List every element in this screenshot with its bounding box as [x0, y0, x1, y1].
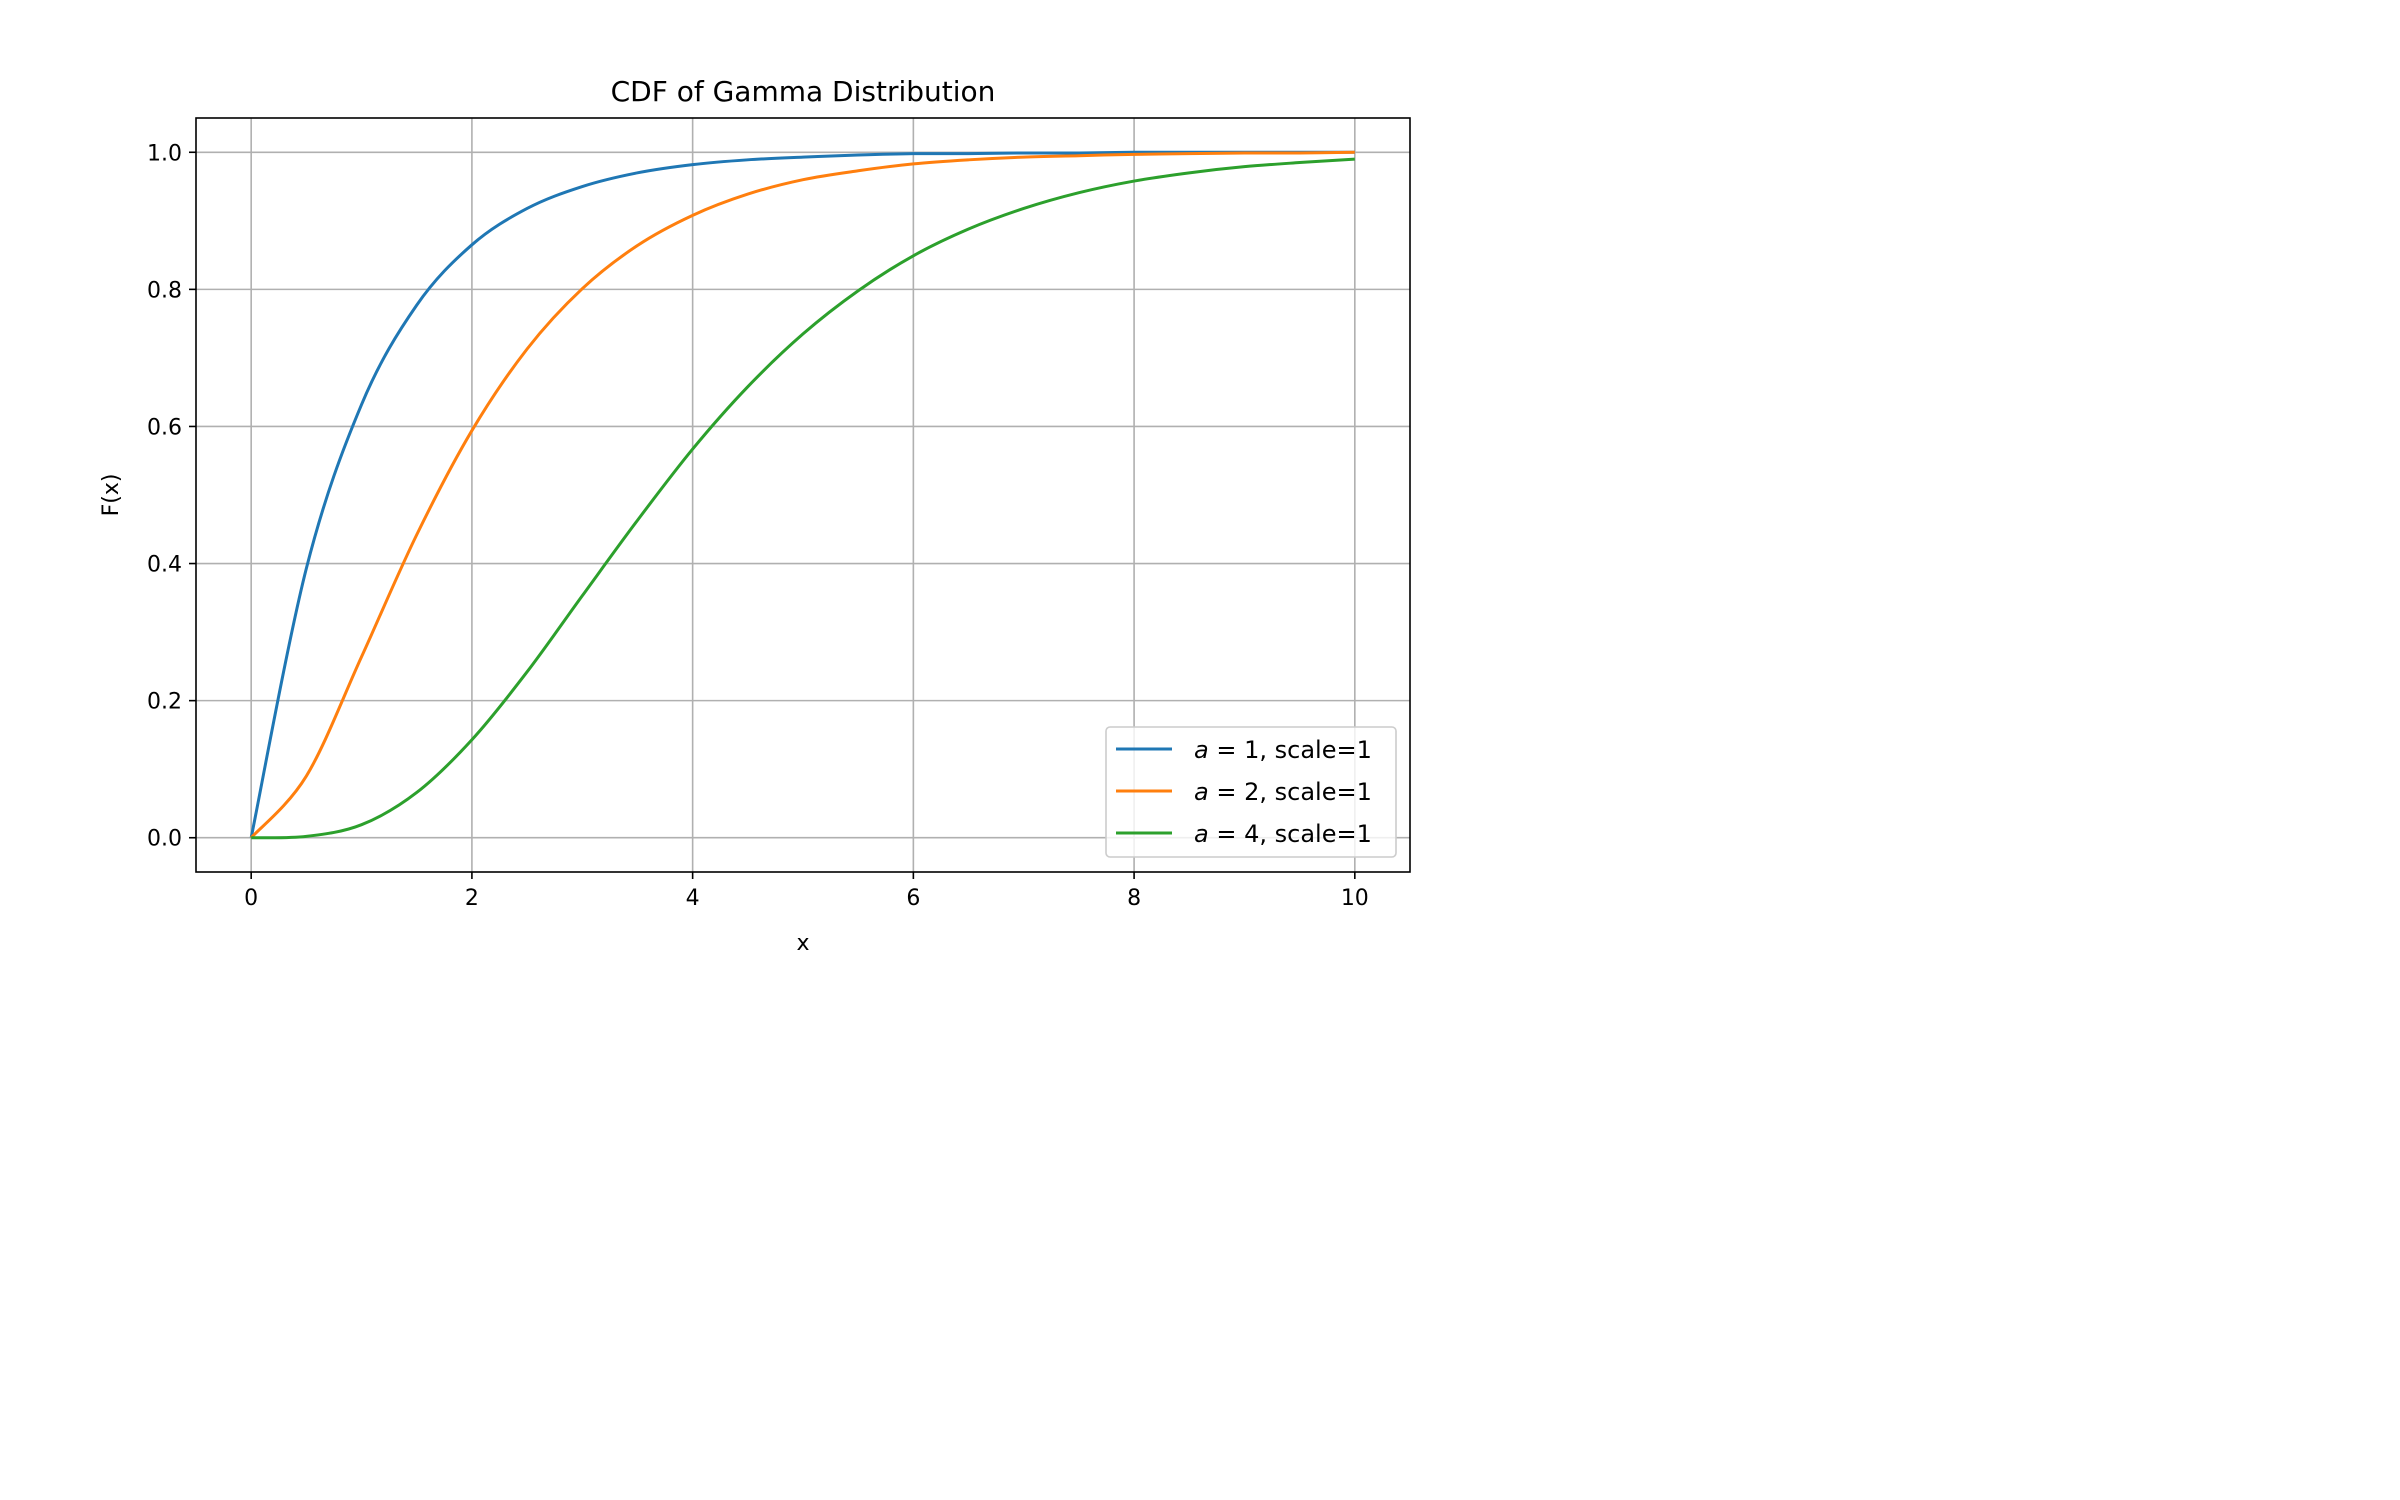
series-line-a1	[249, 150, 1355, 839]
legend-equals: =	[1209, 820, 1244, 848]
x-tick-label: 0	[244, 886, 258, 911]
y-tick-label: 0.6	[147, 415, 182, 440]
legend-entry-a2: a = 2, scale=1	[1194, 778, 1372, 806]
chart-title: CDF of Gamma Distribution	[611, 75, 996, 108]
x-tick-label: 10	[1341, 886, 1369, 911]
legend-param-name: a	[1194, 820, 1209, 848]
x-tick-label: 6	[906, 886, 920, 911]
y-tick-label: 0.8	[147, 278, 182, 303]
legend-scale: , scale=1	[1259, 736, 1371, 764]
x-tick-label: 4	[686, 886, 700, 911]
series-line-a4	[251, 157, 1355, 840]
y-tick-label: 0.0	[147, 827, 182, 852]
x-axis-label: x	[796, 931, 809, 956]
y-tick-label: 1.0	[147, 141, 182, 166]
plot-frame	[195, 117, 1411, 873]
legend-param-value: 4	[1244, 820, 1259, 848]
legend-param-value: 2	[1244, 778, 1259, 806]
legend-scale: , scale=1	[1259, 820, 1371, 848]
x-tick-label: 2	[465, 886, 479, 911]
y-tick-label: 0.2	[147, 690, 182, 715]
x-tick-label: 8	[1127, 886, 1141, 911]
legend-entry-a1: a = 1, scale=1	[1194, 736, 1372, 764]
y-axis-label: F(x)	[99, 474, 124, 517]
legend-box	[1105, 726, 1397, 858]
legend-entry-a4: a = 4, scale=1	[1194, 820, 1372, 848]
y-tick-label: 0.4	[147, 553, 182, 578]
chart: CDF of Gamma Distribution 0 2 4 6 8 100.00.20…	[0, 0, 1544, 965]
grid	[196, 118, 1410, 872]
axis-ticks: 0 2 4 6 8 10 0.0 0.2 0.4 0.6 0.8 1.0	[147, 141, 1369, 911]
legend-param-name: a	[1194, 736, 1209, 764]
legend-scale: , scale=1	[1259, 778, 1371, 806]
legend-equals: =	[1209, 778, 1244, 806]
legend-param-value: 1	[1244, 736, 1259, 764]
legend: a = 1, scale=1a = 2, scale=1a = 4, scale…	[1105, 726, 1397, 858]
legend-equals: =	[1209, 736, 1244, 764]
series-line-a2	[250, 150, 1355, 839]
legend-param-name: a	[1194, 778, 1209, 806]
series-lines	[249, 150, 1355, 840]
